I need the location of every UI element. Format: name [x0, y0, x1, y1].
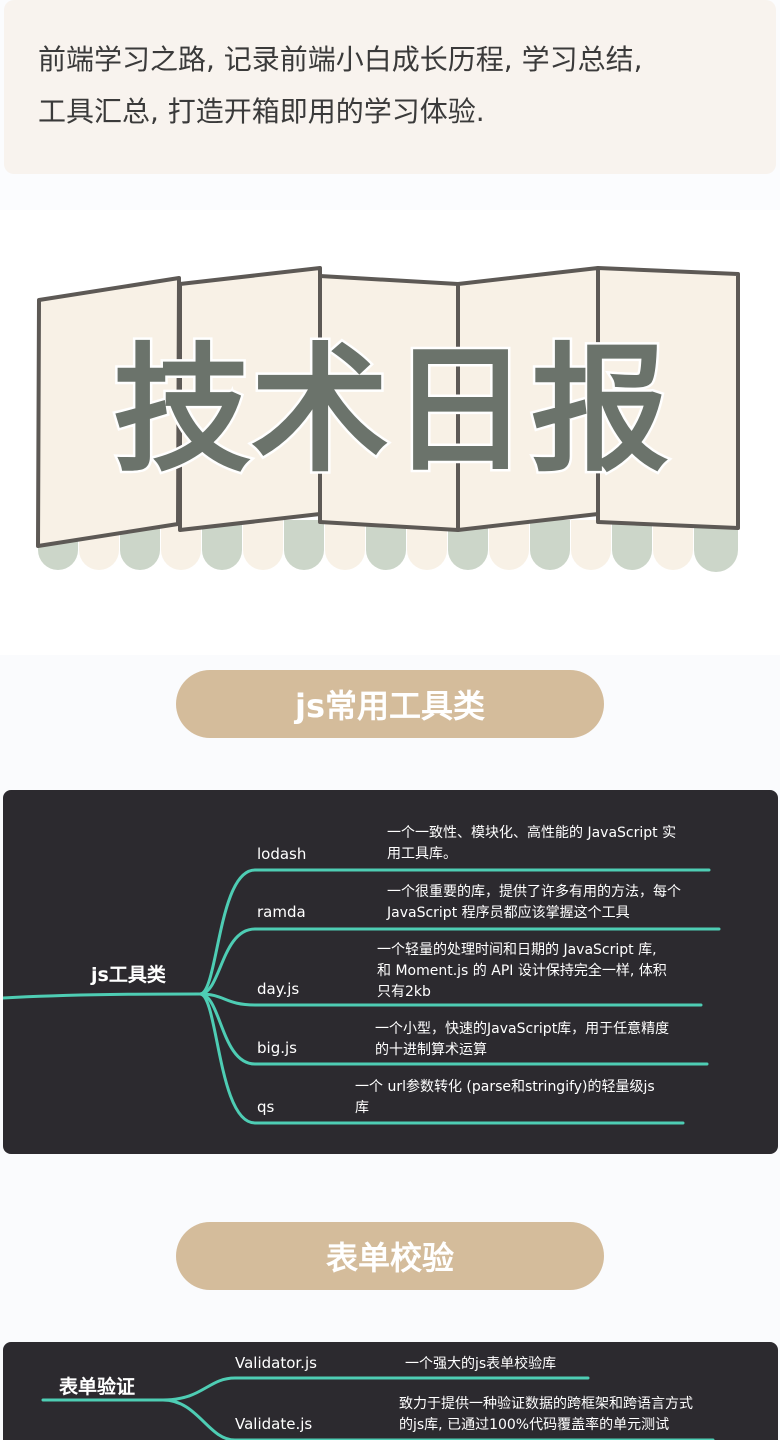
- item-description: 一个 url参数转化 (parse和stringify)的轻量级js 库: [355, 1079, 655, 1116]
- item-description: 一个轻量的处理时间和日期的 JavaScript 库, 和 Moment.js …: [377, 942, 667, 1000]
- item-description: 致力于提供一种验证数据的跨框架和跨语言方式 的js库, 已通过100%代码覆盖率…: [399, 1396, 693, 1433]
- item-name: Validator.js: [235, 1354, 317, 1372]
- tech-daily-banner: 技 术 日 报: [0, 250, 780, 600]
- mindmap-root: js工具类: [91, 964, 166, 986]
- branch-qs: [198, 992, 685, 1125]
- root-line: [3, 992, 202, 1000]
- banner-char-3: 日: [391, 330, 529, 491]
- banner-title: 技 术 日 报: [110, 328, 671, 494]
- banner-char-1: 技: [113, 330, 251, 491]
- branch-ramda: [198, 927, 721, 996]
- section-title-js-tools: js常用工具类: [176, 670, 604, 738]
- item-name: day.js: [257, 980, 300, 998]
- item-description: 一个小型，快速的JavaScript库，用于任意精度 的十进制算术运算: [375, 1021, 670, 1058]
- section-title-form-validation: 表单校验: [176, 1222, 604, 1290]
- item-name: big.js: [257, 1039, 297, 1057]
- item-description: 一个一致性、模块化、高性能的 JavaScript 实 用工具库。: [387, 825, 677, 862]
- banner-char-4: 报: [531, 330, 669, 491]
- mindmap-form-validation: 表单验证 Validator.js 一个强大的js表单校验库 Validate.…: [3, 1342, 778, 1440]
- intro-line-2: 工具汇总, 打造开箱即用的学习体验.: [38, 95, 485, 128]
- banner-char-2: 术: [251, 330, 389, 491]
- banner-panels: [36, 266, 740, 548]
- item-description: 一个很重要的库，提供了许多有用的方法，每个 JavaScript 程序员都应该掌…: [387, 884, 681, 921]
- intro-card: 前端学习之路, 记录前端小白成长历程, 学习总结, 工具汇总, 打造开箱即用的学…: [4, 0, 776, 174]
- item-name: Validate.js: [235, 1415, 313, 1433]
- item-name: ramda: [257, 903, 306, 921]
- mindmap-branches: [3, 868, 721, 1125]
- branch-dayjs: [198, 992, 703, 1007]
- banner-graphic: 技 术 日 报: [36, 266, 740, 572]
- intro-line-1: 前端学习之路, 记录前端小白成长历程, 学习总结,: [38, 43, 643, 76]
- branch-bigjs: [198, 992, 709, 1066]
- mindmap-js-tools: js工具类 lodash 一个一致性、模块化、高性能的 JavaScript 实…: [3, 790, 778, 1154]
- branch-lodash: [198, 868, 711, 996]
- item-name: qs: [257, 1098, 275, 1116]
- mindmap-root: 表单验证: [59, 1376, 136, 1398]
- item-description: 一个强大的js表单校验库: [405, 1356, 557, 1372]
- item-name: lodash: [257, 845, 307, 863]
